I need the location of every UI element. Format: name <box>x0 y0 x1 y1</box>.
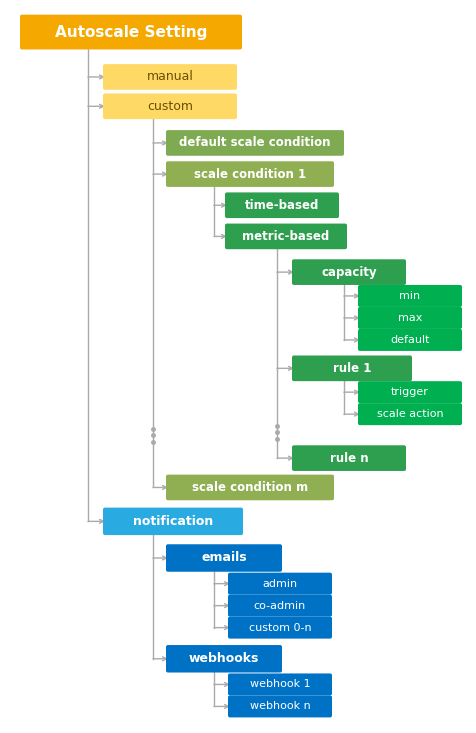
FancyBboxPatch shape <box>357 381 461 403</box>
Text: custom: custom <box>147 100 193 113</box>
Text: webhook n: webhook n <box>249 701 310 712</box>
FancyBboxPatch shape <box>228 696 331 718</box>
FancyBboxPatch shape <box>228 616 331 638</box>
FancyBboxPatch shape <box>166 161 333 187</box>
FancyBboxPatch shape <box>103 65 237 90</box>
Text: custom 0-n: custom 0-n <box>248 622 311 633</box>
Text: webhook 1: webhook 1 <box>249 679 310 690</box>
Text: max: max <box>397 313 421 323</box>
Text: scale condition 1: scale condition 1 <box>194 168 306 180</box>
FancyBboxPatch shape <box>166 475 333 500</box>
FancyBboxPatch shape <box>166 130 343 156</box>
FancyBboxPatch shape <box>225 193 338 218</box>
Text: rule 1: rule 1 <box>332 362 370 375</box>
Text: rule n: rule n <box>329 452 367 465</box>
Text: scale action: scale action <box>376 409 442 419</box>
Text: min: min <box>398 291 420 301</box>
Text: notification: notification <box>133 515 213 528</box>
FancyBboxPatch shape <box>228 594 331 616</box>
FancyBboxPatch shape <box>228 572 331 594</box>
Text: scale condition m: scale condition m <box>191 481 307 494</box>
Text: trigger: trigger <box>390 387 428 397</box>
FancyBboxPatch shape <box>228 674 331 696</box>
FancyBboxPatch shape <box>357 403 461 425</box>
Text: admin: admin <box>262 578 297 589</box>
Text: time-based: time-based <box>244 199 318 212</box>
FancyBboxPatch shape <box>291 446 405 471</box>
FancyBboxPatch shape <box>357 307 461 329</box>
Text: default: default <box>389 335 429 345</box>
FancyBboxPatch shape <box>225 224 346 249</box>
Text: manual: manual <box>146 70 193 84</box>
FancyBboxPatch shape <box>291 259 405 285</box>
FancyBboxPatch shape <box>20 15 241 49</box>
Text: metric-based: metric-based <box>242 230 329 243</box>
Text: emails: emails <box>201 551 246 564</box>
Text: capacity: capacity <box>320 265 376 279</box>
Text: Autoscale Setting: Autoscale Setting <box>55 25 207 40</box>
FancyBboxPatch shape <box>357 329 461 351</box>
Text: co-admin: co-admin <box>253 600 306 611</box>
FancyBboxPatch shape <box>166 645 281 673</box>
FancyBboxPatch shape <box>103 93 237 119</box>
FancyBboxPatch shape <box>291 356 411 381</box>
Text: webhooks: webhooks <box>188 652 258 666</box>
FancyBboxPatch shape <box>166 544 281 572</box>
FancyBboxPatch shape <box>103 507 242 535</box>
FancyBboxPatch shape <box>357 285 461 307</box>
Text: default scale condition: default scale condition <box>179 136 330 150</box>
